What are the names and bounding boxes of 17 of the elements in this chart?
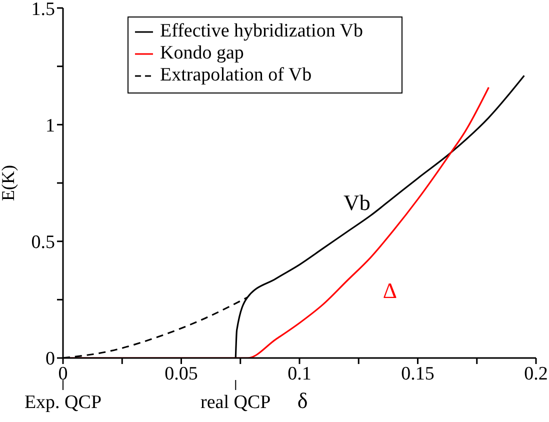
y-tick-label: 1	[46, 115, 55, 136]
x-tick-label: 0.05	[164, 363, 198, 384]
annotation: Vb	[344, 190, 370, 216]
legend-label: Extrapolation of Vb	[160, 64, 312, 86]
y-tick-label: 1.5	[31, 0, 55, 20]
annotation: real QCP	[200, 392, 271, 413]
y-tick-label: 0.5	[31, 232, 55, 254]
annotation: Exp. QCP	[24, 392, 102, 413]
annotation: Δ	[382, 278, 398, 304]
legend-label: Effective hybridization Vb	[160, 20, 363, 42]
x-tick-label: 0.15	[401, 363, 434, 384]
x-axis-title: δ	[297, 388, 308, 413]
y-tick-label: 0	[46, 348, 55, 370]
x-tick-label: 0.2	[524, 363, 548, 384]
y-axis-title: E(K)	[0, 165, 18, 201]
x-tick-label: 0.1	[288, 363, 312, 384]
legend-label: Kondo gap	[160, 42, 244, 64]
